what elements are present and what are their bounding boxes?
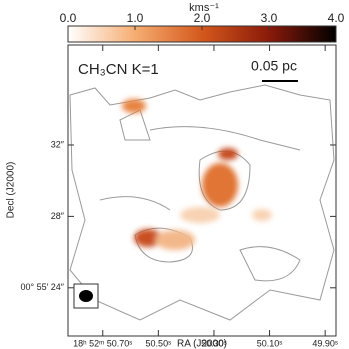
x-axis-label: RA (J2000) (177, 339, 227, 349)
colorbar-tick-label: 0.0 (60, 11, 77, 25)
scale-bar-label: 0.05 pc (251, 58, 297, 74)
emission (69, 84, 335, 321)
beam (79, 290, 93, 302)
y-tick-label: 28″ (51, 211, 65, 221)
y-axis-label: Decl (J2000) (6, 162, 17, 219)
colorbar-tick-label: 2.0 (194, 11, 211, 25)
plot-frame (67, 44, 337, 337)
x-tick-label: 18ʰ 52ᵐ 50.70ˢ (73, 338, 132, 348)
y-tick-label: 32″ (51, 139, 65, 149)
contours (69, 84, 335, 321)
colorbar-tick-label: 3.0 (261, 11, 278, 25)
x-tick-label: 50.30ˢ (201, 338, 227, 348)
y-tick-label: 00° 55′ 24″ (20, 282, 64, 292)
colorbar-tick-label: 4.0 (328, 11, 345, 25)
x-tick-label: 49.90ˢ (312, 338, 338, 348)
colorbar-label: kms⁻¹ (189, 2, 219, 14)
chart-title: CH₃CN K=1 (78, 61, 159, 78)
colorbar-tick-label: 1.0 (127, 11, 144, 25)
x-tick-label: 50.10ˢ (257, 338, 283, 348)
x-tick-label: 50.50ˢ (146, 338, 172, 348)
